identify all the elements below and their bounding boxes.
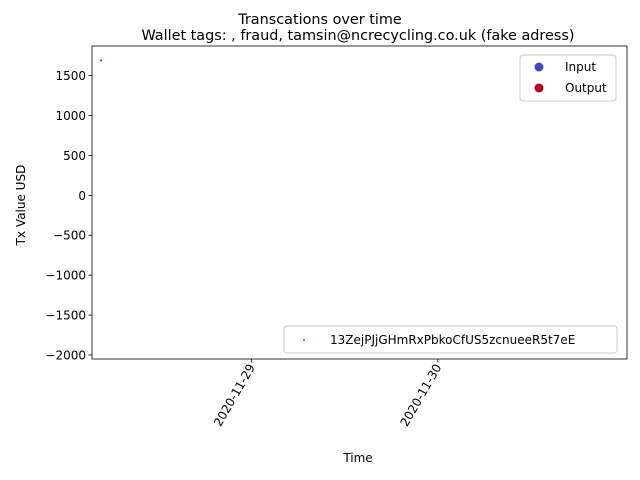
chart-suptitle: Transcations over time (237, 12, 402, 28)
series-legend-box (283, 325, 618, 354)
y-tick-label: 1000 (55, 109, 86, 123)
legend-output-marker (534, 83, 544, 93)
hue-legend: Input Output (519, 54, 617, 102)
data-point (100, 59, 103, 62)
y-axis-label: Tx Value USD (14, 165, 28, 247)
x-tick-label: 2020-11-30 (397, 362, 444, 429)
y-tick-label: −1000 (45, 269, 86, 283)
y-tick-label: 0 (78, 189, 86, 203)
y-tick-label: −500 (53, 229, 86, 243)
plot-frame (91, 45, 628, 360)
legend-input-marker (534, 62, 544, 72)
x-axis-label: Time (342, 451, 372, 465)
y-tick-label: 1500 (55, 69, 86, 83)
y-tick-label: −2000 (45, 349, 86, 363)
chart-title: Wallet tags: , fraud, tamsin@ncrecycling… (141, 28, 574, 44)
legend-series-marker (303, 339, 305, 341)
y-tick-label: −1500 (45, 309, 86, 323)
x-tick-label: 2020-11-29 (211, 362, 258, 429)
legend-series-label: 13ZejPJjGHmRxPbkoCfUS5zcnueeR5t7eE (330, 333, 575, 347)
series-legend: 13ZejPJjGHmRxPbkoCfUS5zcnueeR5t7eE (283, 325, 618, 354)
legend-input-label: Input (565, 60, 596, 74)
hue-legend-box (519, 54, 617, 102)
y-tick-label: 500 (63, 149, 86, 163)
legend-output-label: Output (565, 81, 607, 95)
plot-area: −2000 −1500 −1000 −500 0 500 1000 1500 2020-11-2… (45, 45, 628, 429)
